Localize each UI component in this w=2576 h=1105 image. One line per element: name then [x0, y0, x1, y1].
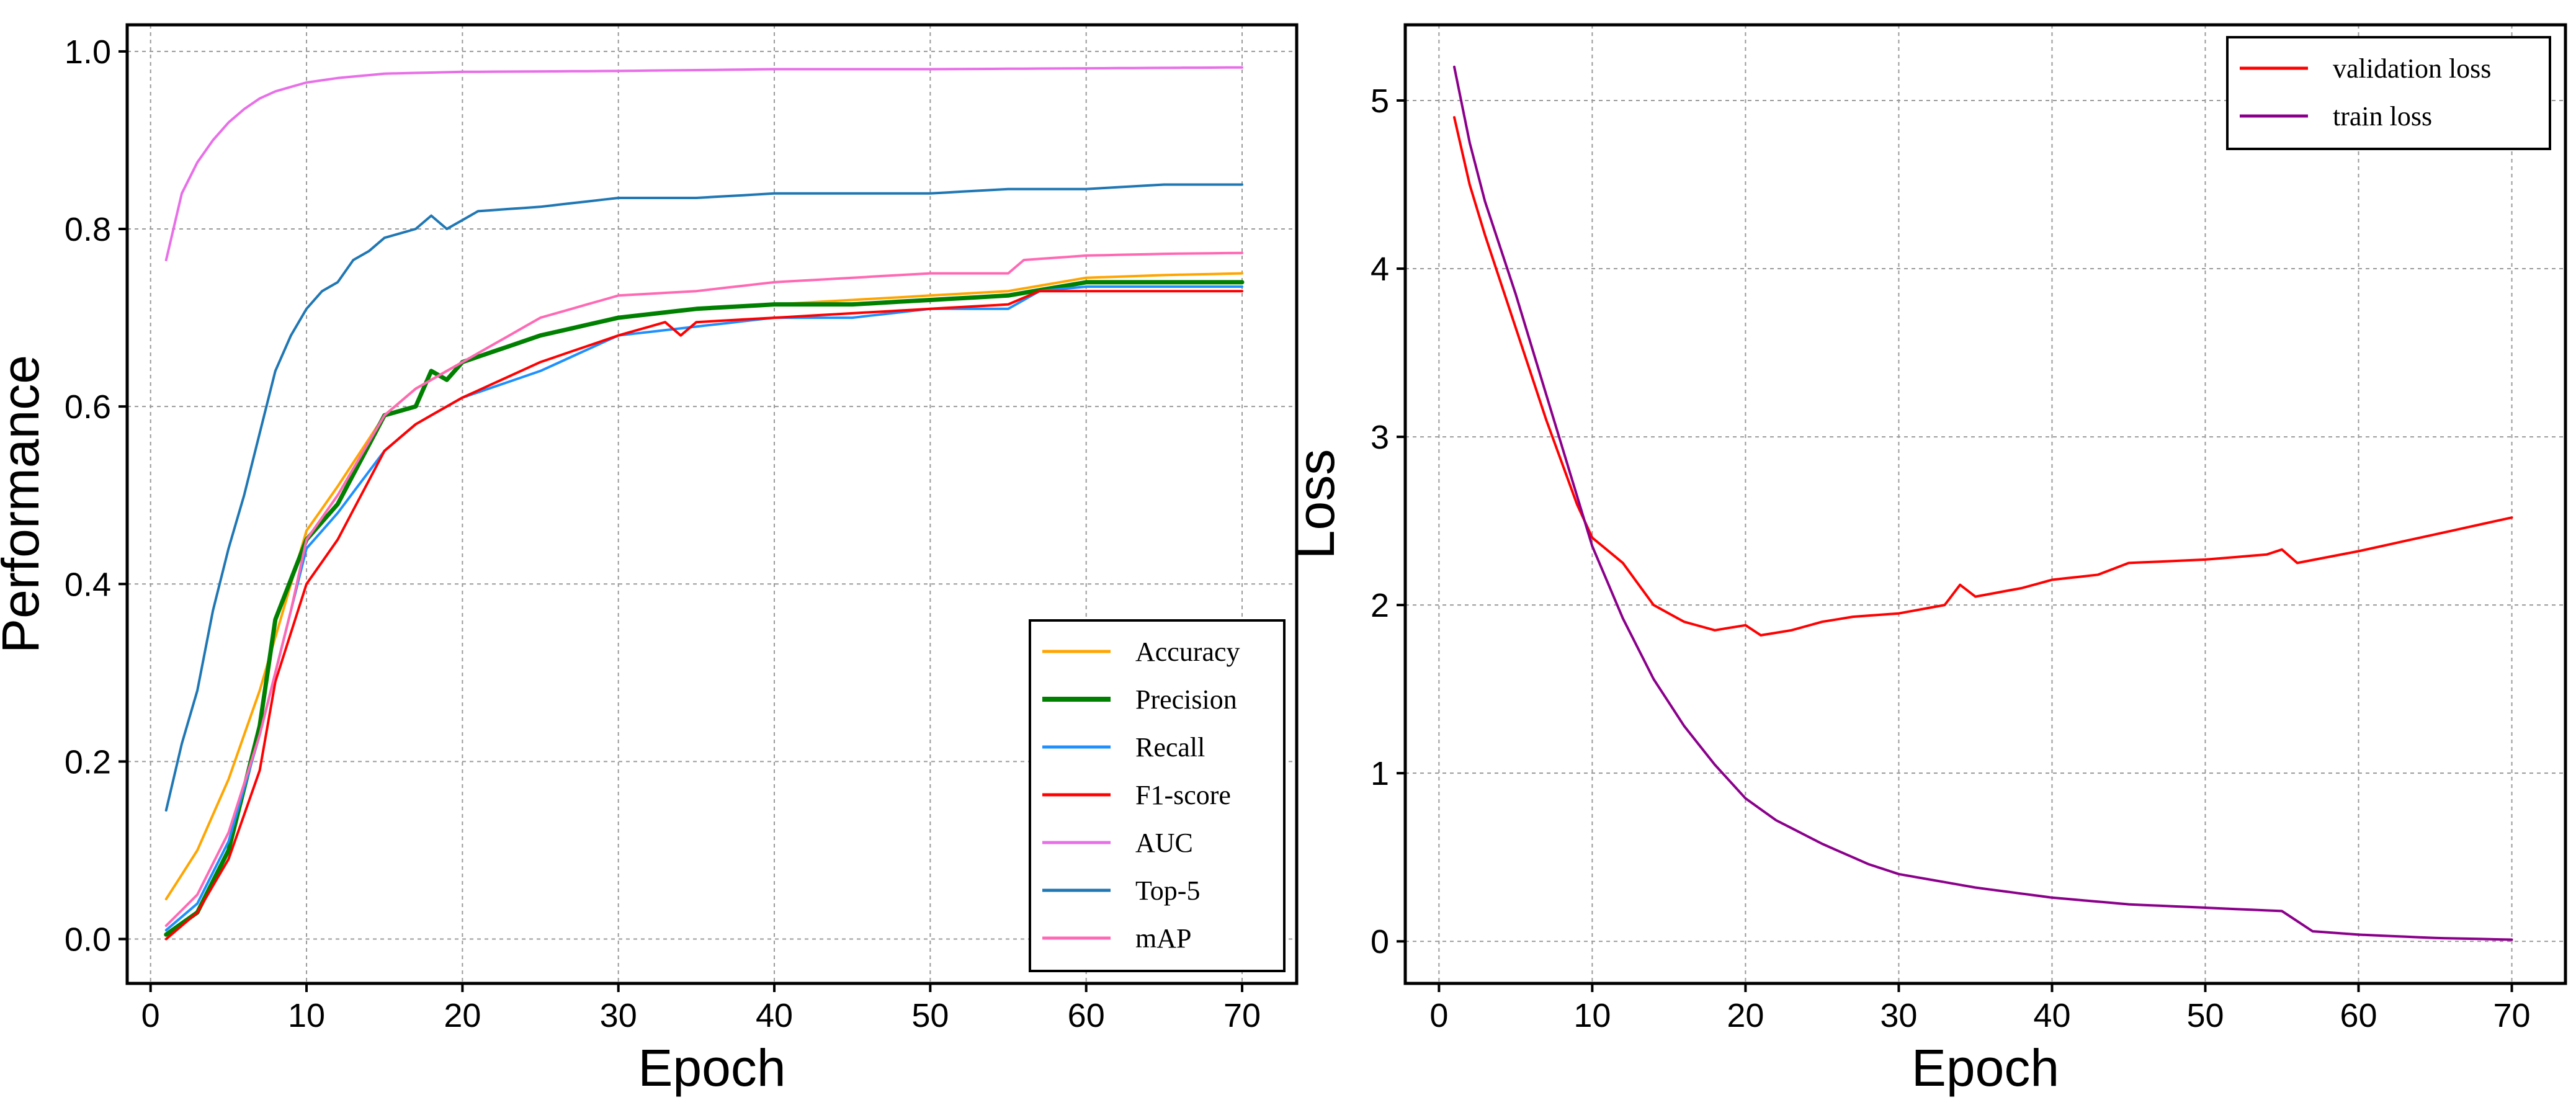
y-tick-label: 0.6 [65, 388, 111, 426]
x-tick-label: 70 [2493, 997, 2531, 1034]
legend-label: Precision [1135, 684, 1237, 715]
legend-label: AUC [1135, 828, 1193, 858]
x-axis-title: Epoch [1912, 1039, 2059, 1097]
legend-label: Recall [1135, 732, 1205, 763]
y-tick-label: 3 [1371, 419, 1389, 456]
x-tick-label: 0 [141, 997, 160, 1034]
x-tick-label: 60 [1068, 997, 1105, 1034]
y-tick-label: 0.8 [65, 211, 111, 248]
y-tick-label: 0.0 [65, 921, 111, 958]
legend-box [2226, 36, 2551, 150]
legend-label: Accuracy [1135, 637, 1240, 667]
y-axis-title: Loss [1287, 449, 1345, 559]
series-line-top-5 [164, 183, 1243, 812]
axis-ticks: 0 10 20 30 40 50 60 70 0.0 0.2 0.4 0.6 0.8 1.0 [65, 34, 1261, 1034]
x-tick-label: 50 [2186, 997, 2224, 1034]
y-tick-label: 0 [1371, 923, 1389, 960]
series-line-recall [164, 285, 1243, 932]
y-axis-title: Performance [0, 355, 50, 653]
y-tick-label: 0.2 [65, 743, 111, 781]
legend: validation loss train loss [2226, 36, 2551, 150]
series-line-auc [164, 66, 1243, 262]
y-tick-label: 2 [1371, 587, 1389, 624]
loss-chart: 0 10 20 30 40 50 60 70 0 1 2 3 4 5 Epoch Loss validation… [1287, 23, 2567, 1097]
y-tick-label: 5 [1371, 83, 1389, 120]
series-line-precision [164, 280, 1245, 937]
y-tick-label: 0.4 [65, 566, 111, 603]
series-line-f1-score [164, 290, 1243, 941]
x-tick-label: 50 [911, 997, 949, 1034]
series-lines [1453, 65, 2513, 941]
plot-frame [1403, 23, 2567, 985]
axis-ticks: 0 10 20 30 40 50 60 70 0 1 2 3 4 5 [1371, 83, 2531, 1034]
legend-label: train loss [2333, 101, 2432, 132]
legend-label: Top-5 [1135, 875, 1200, 906]
y-tick-label: 1.0 [65, 34, 111, 71]
x-tick-label: 30 [600, 997, 637, 1034]
series-lines [164, 66, 1245, 941]
legend-label: validation loss [2333, 53, 2491, 84]
x-tick-label: 70 [1223, 997, 1261, 1034]
y-tick-label: 1 [1371, 755, 1389, 792]
x-tick-label: 30 [1880, 997, 1917, 1034]
legend-label: mAP [1135, 923, 1191, 954]
x-tick-label: 20 [444, 997, 481, 1034]
series-line-map [164, 251, 1243, 927]
x-tick-label: 40 [756, 997, 793, 1034]
legend-label: F1-score [1135, 780, 1231, 810]
x-tick-label: 0 [1429, 997, 1448, 1034]
x-tick-label: 60 [2340, 997, 2377, 1034]
y-tick-label: 4 [1371, 251, 1389, 288]
performance-chart: 0 10 20 30 40 50 60 70 0.0 0.2 0.4 0.6 0.8 1.0 Epoch Pe… [0, 23, 1299, 1097]
x-tick-label: 20 [1727, 997, 1764, 1034]
series-line-validation-loss [1453, 116, 2513, 637]
gridlines [1405, 25, 2565, 983]
x-tick-label: 10 [1573, 997, 1611, 1034]
series-line-train-loss [1453, 65, 2513, 941]
x-axis-title: Epoch [638, 1039, 785, 1097]
plot-frame [125, 23, 1299, 985]
x-tick-label: 40 [2033, 997, 2070, 1034]
legend: Accuracy Precision Recall F1-score AUC Top-5 m… [1029, 619, 1286, 972]
x-tick-label: 10 [288, 997, 325, 1034]
